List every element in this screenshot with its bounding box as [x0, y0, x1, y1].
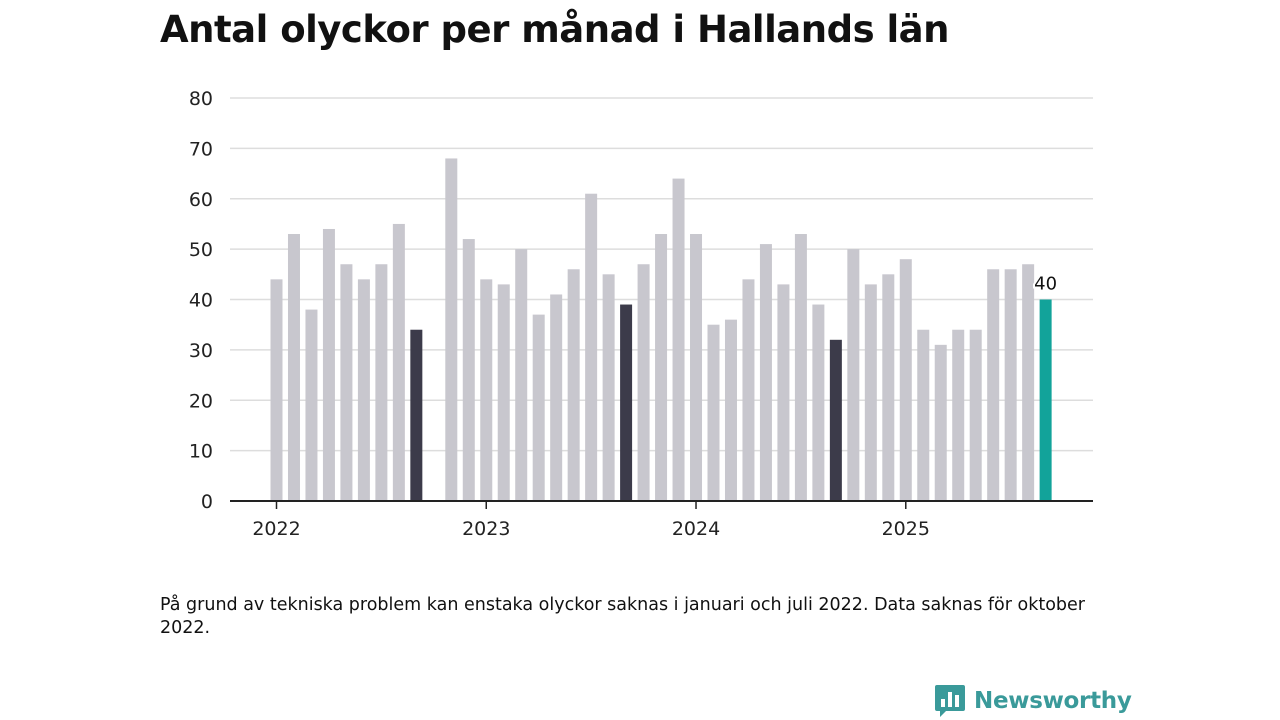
bar-2025-02 — [917, 329, 930, 501]
y-tick-label: 80 — [189, 88, 213, 110]
x-tick-label: 2025 — [882, 518, 930, 540]
bar-2023-02 — [497, 284, 510, 501]
y-tick-label: 50 — [189, 239, 213, 261]
y-tick-label: 30 — [189, 340, 213, 362]
bar-2025-03 — [934, 344, 947, 501]
bar-2025-07 — [1004, 269, 1017, 501]
brand-name: Newsworthy — [974, 688, 1132, 714]
y-tick-label: 0 — [201, 491, 213, 513]
bar-2025-09 — [1039, 299, 1052, 501]
x-axis-ticks: 2022 2023 2024 2025 — [252, 501, 930, 540]
bar-2022-07 — [375, 264, 388, 501]
bar-2025-01 — [899, 259, 912, 501]
bar-2024-03 — [724, 319, 737, 501]
y-tick-label: 40 — [189, 290, 213, 312]
bar-2024-08 — [812, 304, 825, 501]
bar-2025-08 — [1022, 264, 1035, 501]
bar-2024-06 — [777, 284, 790, 501]
bar-2024-07 — [794, 234, 807, 501]
bar-2022-06 — [357, 279, 370, 501]
bar-2024-02 — [707, 324, 720, 501]
data-labels: 40 — [1032, 272, 1059, 297]
newsworthy-logo[interactable]: Newsworthy — [934, 683, 1132, 719]
bar-2024-04 — [742, 279, 755, 501]
bar-2023-09 — [620, 304, 633, 501]
y-tick-label: 10 — [189, 441, 213, 463]
bar-2022-09 — [410, 329, 423, 501]
footnote: På grund av tekniska problem kan enstaka… — [160, 595, 1085, 638]
y-tick-label: 60 — [189, 189, 213, 211]
bar-2022-11 — [445, 158, 458, 501]
bar-2023-01 — [480, 279, 493, 501]
bar-2024-05 — [759, 244, 772, 501]
x-tick-label: 2024 — [672, 518, 720, 540]
bar-2023-06 — [567, 269, 580, 501]
bar-2024-09 — [829, 339, 842, 501]
bar-2025-04 — [952, 329, 965, 501]
bar-2024-10 — [847, 249, 860, 501]
bar-2023-08 — [602, 274, 615, 501]
bar-2023-04 — [532, 314, 545, 501]
bar-2022-04 — [322, 228, 335, 501]
newsworthy-icon — [935, 685, 965, 717]
bar-2023-12 — [672, 178, 685, 501]
x-tick-label: 2022 — [252, 518, 300, 540]
bar-2022-05 — [340, 264, 353, 501]
bar-2024-12 — [882, 274, 895, 501]
bar-2022-02 — [287, 234, 300, 501]
bar-2023-03 — [515, 249, 528, 501]
bar-2025-05 — [969, 329, 982, 501]
bar-2022-01 — [270, 279, 283, 501]
bar-2023-10 — [637, 264, 650, 501]
bar-2022-03 — [305, 309, 318, 501]
bar-2023-05 — [550, 294, 563, 501]
y-tick-label: 70 — [189, 138, 213, 160]
bar-2023-07 — [585, 193, 598, 501]
y-axis-tick-labels: 0 10 20 30 40 50 60 70 80 — [189, 88, 213, 513]
bar-2025-06 — [987, 269, 1000, 501]
bars — [270, 158, 1052, 502]
y-tick-label: 20 — [189, 390, 213, 412]
bar-2023-11 — [655, 234, 668, 501]
data-label: 40 — [1034, 274, 1057, 295]
bar-2022-08 — [392, 223, 405, 501]
bar-2024-11 — [864, 284, 877, 501]
x-tick-label: 2023 — [462, 518, 510, 540]
chart-title: Antal olyckor per månad i Hallands län — [160, 8, 949, 51]
bar-2022-12 — [462, 239, 475, 502]
bar-2024-01 — [690, 234, 703, 501]
